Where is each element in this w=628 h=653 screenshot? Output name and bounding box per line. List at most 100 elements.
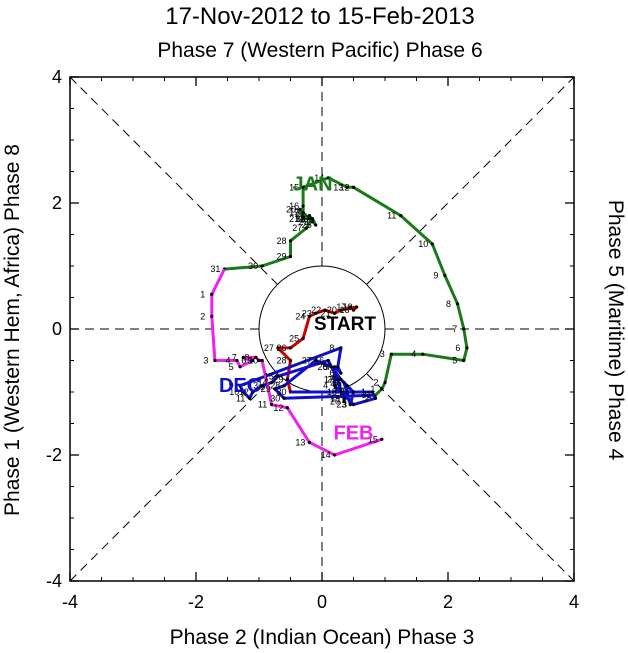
point-label: 17 <box>336 302 346 312</box>
month-label-feb: FEB <box>334 422 374 444</box>
series-point <box>351 390 356 394</box>
point-label: 30 <box>270 393 280 403</box>
series-point <box>307 440 311 444</box>
y-tick-label: 2 <box>52 193 62 213</box>
point-label: 12 <box>239 387 249 397</box>
series-point <box>254 355 258 359</box>
point-label: 31 <box>362 390 372 400</box>
series-point <box>282 384 286 388</box>
diagonal-divider-2 <box>69 76 575 582</box>
point-label: 13 <box>248 381 258 391</box>
series-point <box>260 264 264 268</box>
series-point <box>351 403 356 407</box>
y-tick-label: -2 <box>46 445 62 465</box>
point-label: 7 <box>452 324 457 334</box>
point-label: 14 <box>258 378 268 388</box>
point-label: 14 <box>321 450 331 460</box>
series-point <box>285 377 289 381</box>
point-label: 5 <box>323 362 328 372</box>
series-point <box>301 210 305 215</box>
point-label: 24 <box>295 311 305 321</box>
point-label: 3 <box>342 400 347 410</box>
point-label: 9 <box>229 381 234 391</box>
series-point <box>380 387 384 391</box>
series-point <box>323 308 327 312</box>
series-point <box>326 176 330 180</box>
point-label: 11 <box>258 400 267 410</box>
series-point <box>430 242 434 246</box>
series-point <box>339 371 343 375</box>
series-point <box>339 390 343 394</box>
series-point <box>370 390 374 394</box>
series-point <box>314 223 318 227</box>
point-label: 20 <box>286 204 296 214</box>
series-point <box>310 220 315 224</box>
series-point <box>339 377 343 381</box>
point-label: 8 <box>244 352 249 362</box>
point-label: 1 <box>370 384 375 394</box>
point-label: 27 <box>264 343 274 353</box>
point-label: 13 <box>295 437 305 447</box>
series-point <box>455 302 460 306</box>
point-label: 25 <box>289 333 299 343</box>
point-label: 19 <box>343 302 353 312</box>
center-start-label: START <box>314 314 376 335</box>
point-label: 15 <box>289 182 299 192</box>
series-point <box>257 358 261 363</box>
series-point <box>314 311 318 315</box>
series-point <box>273 387 277 391</box>
point-label: 24 <box>339 387 349 397</box>
series-point <box>270 403 274 407</box>
point-label: 15 <box>368 434 378 444</box>
series-point <box>462 358 466 363</box>
x-tick-label: -2 <box>188 592 204 612</box>
series-point <box>373 396 378 400</box>
point-label: 23 <box>336 400 346 410</box>
point-label: 1 <box>200 289 205 299</box>
point-label: 28 <box>276 236 286 246</box>
point-label: 24 <box>295 211 305 221</box>
series-point <box>260 384 264 388</box>
point-label: 4 <box>411 349 416 359</box>
series-point <box>210 292 214 296</box>
point-label: 6 <box>455 343 460 353</box>
point-label: 5 <box>452 356 457 366</box>
series-point <box>298 207 302 211</box>
point-label: 28 <box>276 356 286 366</box>
series-point <box>276 374 280 378</box>
point-label: 13 <box>333 182 343 192</box>
series-point <box>282 396 286 400</box>
right-phase-label: Phase 5 (Maritime) Phase 4 <box>604 200 627 461</box>
point-label: 30 <box>276 387 286 397</box>
point-label: 15 <box>264 371 274 381</box>
point-label: 3 <box>203 356 208 366</box>
point-label: 5 <box>229 362 234 372</box>
series-point <box>241 355 245 359</box>
point-label: 9 <box>247 356 252 366</box>
series-point <box>383 380 387 385</box>
series-point <box>301 204 305 208</box>
series-point <box>351 308 356 312</box>
series-point <box>421 352 425 356</box>
x-tick-label: 4 <box>569 592 579 612</box>
point-label: 23 <box>302 308 312 318</box>
point-label: 8 <box>329 343 334 353</box>
point-label: 6 <box>241 356 246 366</box>
series-point <box>251 358 255 363</box>
point-label: 27 <box>302 356 312 366</box>
series-point <box>399 214 403 218</box>
point-label: 1 <box>361 387 366 397</box>
point-label: 10 <box>418 239 428 249</box>
point-label: 14 <box>314 173 324 183</box>
x-tick-label: -4 <box>62 592 78 612</box>
point-label: 12 <box>273 403 283 413</box>
point-label: 11 <box>236 393 245 403</box>
point-label: 29 <box>273 374 283 384</box>
point-label: 19 <box>330 393 340 403</box>
series-point <box>213 358 217 363</box>
series-point <box>333 453 337 457</box>
series-point <box>270 380 274 385</box>
y-tick-label: 4 <box>52 67 62 87</box>
series-point <box>345 185 349 189</box>
series-point <box>339 346 343 350</box>
